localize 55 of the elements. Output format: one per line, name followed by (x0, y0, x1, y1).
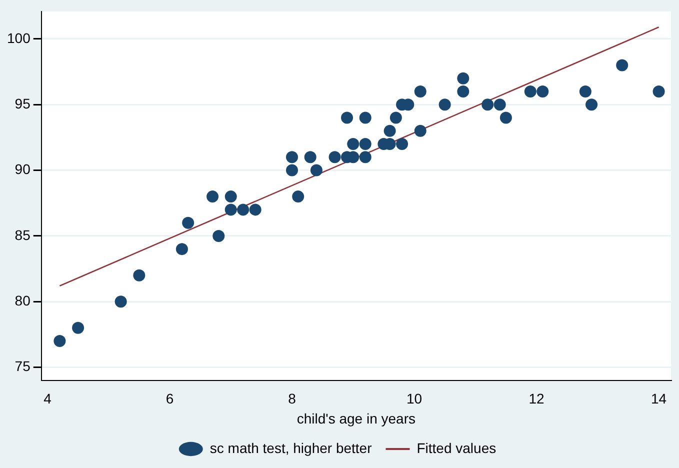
point (359, 138, 372, 150)
legend-label: Fitted values (416, 440, 496, 456)
point (524, 86, 536, 98)
point (414, 86, 426, 98)
point (652, 86, 665, 98)
point (328, 151, 341, 164)
point (457, 72, 470, 84)
x-tick-label: 8 (288, 390, 296, 407)
x-tick-label: 12 (528, 390, 545, 407)
y-tick-label: 80 (14, 292, 31, 308)
x-tick-label: 6 (166, 390, 174, 407)
y-tick-label: 75 (14, 358, 31, 374)
point (237, 204, 250, 216)
point (414, 124, 426, 137)
point (292, 190, 304, 203)
point (579, 86, 592, 98)
point (586, 98, 598, 111)
point (286, 151, 298, 164)
point (359, 112, 372, 124)
legend-label: sc math test, higher better (210, 440, 372, 456)
point (616, 59, 628, 72)
point (206, 190, 219, 203)
point (396, 138, 408, 150)
y-tick-label: 100 (7, 30, 31, 46)
y-tick-label: 90 (14, 161, 31, 178)
point (286, 164, 298, 176)
point (384, 124, 396, 137)
point (341, 112, 354, 124)
point (390, 112, 402, 124)
point (494, 98, 506, 111)
point (310, 164, 322, 176)
point (114, 296, 127, 308)
y-tick-label: 85 (14, 226, 31, 243)
point (72, 322, 84, 334)
point (359, 151, 372, 164)
x-axis-title: child's age in years (296, 410, 416, 426)
point (133, 269, 146, 282)
y-tick-label: 95 (14, 95, 31, 112)
point (249, 204, 262, 216)
point (224, 204, 237, 216)
x-tick-label: 4 (44, 390, 52, 407)
point (438, 98, 451, 111)
point (54, 335, 66, 348)
point (347, 138, 360, 150)
point (176, 243, 188, 256)
point (457, 86, 470, 98)
point (304, 151, 316, 164)
point (182, 216, 194, 229)
point (482, 98, 494, 111)
x-tick-label: 14 (650, 390, 667, 407)
point (212, 230, 225, 242)
point (224, 190, 237, 203)
point (536, 86, 549, 98)
point (500, 112, 512, 124)
x-tick-label: 10 (406, 390, 422, 407)
